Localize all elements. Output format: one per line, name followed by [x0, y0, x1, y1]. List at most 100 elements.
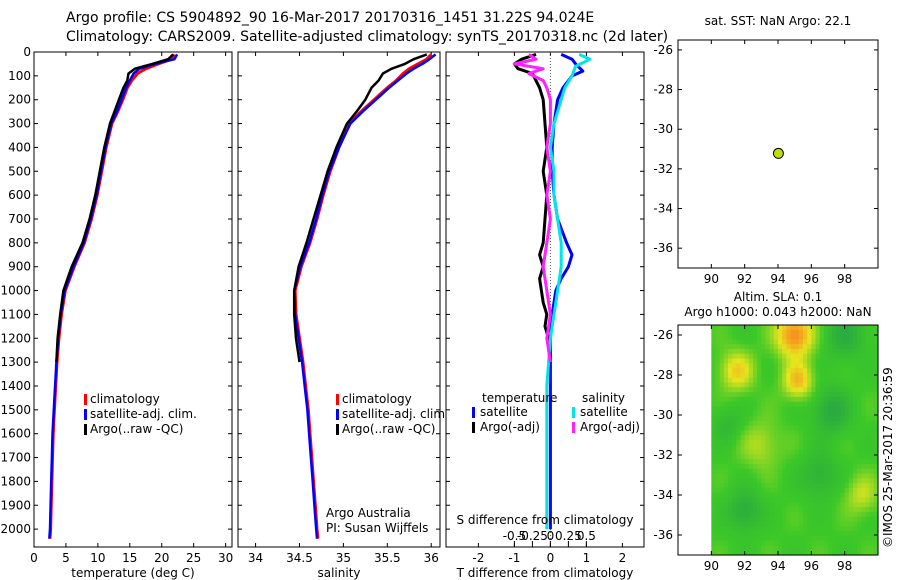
heatmap-cell: [873, 454, 879, 460]
heatmap-cell: [782, 420, 787, 427]
heatmap-cell: [744, 411, 750, 417]
heatmap-cell: [832, 334, 837, 340]
heatmap-cell: [728, 468, 733, 475]
heatmap-cell: [765, 540, 771, 547]
heatmap-cell: [803, 372, 808, 379]
heatmap-cell: [869, 492, 875, 499]
heatmap-cell: [803, 440, 808, 446]
heatmap-cell: [811, 444, 817, 451]
heatmap-cell: [711, 531, 717, 537]
heatmap-cell: [815, 348, 821, 355]
heatmap-cell: [807, 396, 812, 403]
heatmap-cell: [748, 401, 754, 408]
map-x-tick-label: 94: [770, 559, 785, 573]
x-tick-label: 2: [619, 551, 627, 565]
heatmap-cell: [761, 339, 767, 345]
heatmap-cell: [873, 468, 879, 475]
heatmap-cell: [828, 339, 833, 345]
heatmap-cell: [728, 444, 733, 451]
heatmap-cell: [857, 416, 862, 422]
heatmap-cell: [790, 449, 796, 455]
heatmap-cell: [723, 526, 729, 532]
heatmap-cell: [807, 478, 812, 484]
heatmap-cell: [815, 430, 821, 436]
heatmap-cell: [753, 392, 758, 398]
heatmap-cell: [761, 521, 767, 527]
heatmap-cell: [811, 353, 817, 360]
heatmap-cell: [773, 382, 779, 388]
heatmap-cell: [782, 440, 787, 446]
heatmap-cell: [848, 406, 854, 412]
heatmap-cell: [744, 348, 750, 355]
heatmap-cell: [811, 478, 817, 484]
heatmap-cell: [828, 396, 833, 403]
heatmap-cell: [803, 468, 808, 475]
heatmap-cell: [790, 487, 796, 494]
heatmap-cell: [857, 377, 862, 384]
heatmap-cell: [869, 363, 875, 369]
legend-label: climatology: [90, 392, 160, 406]
heatmap-cell: [807, 411, 812, 417]
heatmap-cell: [715, 531, 721, 537]
heatmap-cell: [807, 449, 812, 455]
heatmap-cell: [840, 325, 846, 331]
heatmap-cell: [869, 377, 875, 384]
heatmap-cell: [794, 545, 800, 551]
heatmap-cell: [815, 487, 821, 494]
map-y-tick-label: -30: [653, 122, 673, 136]
heatmap-cell: [857, 358, 862, 364]
credit-text: ©IMOS 25-Mar-2017 20:36:59: [881, 367, 895, 548]
heatmap-cell: [786, 396, 792, 403]
heatmap-cell: [798, 463, 804, 470]
heatmap-cell: [798, 372, 804, 379]
heatmap-cell: [778, 392, 783, 398]
heatmap-cell: [823, 406, 829, 412]
map-y-tick-label: -30: [653, 408, 673, 422]
heatmap-cell: [803, 502, 808, 508]
heatmap-cell: [832, 507, 837, 513]
heatmap-cell: [794, 353, 800, 360]
heatmap-cell: [823, 387, 829, 393]
heatmap-cell: [773, 435, 779, 441]
heatmap-cell: [844, 535, 850, 542]
heatmap-cell: [715, 344, 721, 350]
heatmap-cell: [853, 502, 858, 508]
heatmap-cell: [853, 420, 858, 427]
heatmap-cell: [711, 535, 717, 542]
heatmap-cell: [811, 425, 817, 432]
heatmap-cell: [807, 454, 812, 460]
heatmap-cell: [744, 468, 750, 475]
legend-label: Argo(..raw -QC): [90, 422, 183, 436]
heatmap-cell: [736, 425, 742, 432]
heatmap-cell: [790, 334, 796, 340]
heatmap-cell: [748, 339, 754, 345]
heatmap-cell: [807, 497, 812, 503]
s-tick-label: -0.5: [503, 529, 526, 543]
heatmap-cell: [869, 372, 875, 379]
heatmap-cell: [848, 425, 854, 432]
heatmap-cell: [715, 392, 721, 398]
heatmap-cell: [798, 507, 804, 513]
heatmap-cell: [736, 526, 742, 532]
heatmap-cell: [740, 334, 746, 340]
heatmap-cell: [836, 392, 842, 398]
heatmap-cell: [773, 420, 779, 427]
heatmap-cell: [832, 382, 837, 388]
heatmap-cell: [753, 406, 758, 412]
y-tick-label: 1200: [0, 331, 31, 345]
heatmap-cell: [761, 454, 767, 460]
map-title: sat. SST: NaN Argo: 22.1: [705, 14, 852, 28]
heatmap-cell: [819, 459, 825, 465]
heatmap-cell: [803, 329, 808, 336]
heatmap-cell: [803, 550, 808, 556]
x-tick-label: 35: [336, 551, 351, 565]
heatmap-cell: [786, 363, 792, 369]
heatmap-cell: [715, 550, 721, 556]
heatmap-cell: [807, 531, 812, 537]
heatmap-cell: [748, 487, 754, 494]
heatmap-cell: [778, 416, 783, 422]
heatmap-cell: [869, 535, 875, 542]
heatmap-cell: [761, 550, 767, 556]
heatmap-cell: [865, 511, 871, 518]
heatmap-cell: [869, 396, 875, 403]
